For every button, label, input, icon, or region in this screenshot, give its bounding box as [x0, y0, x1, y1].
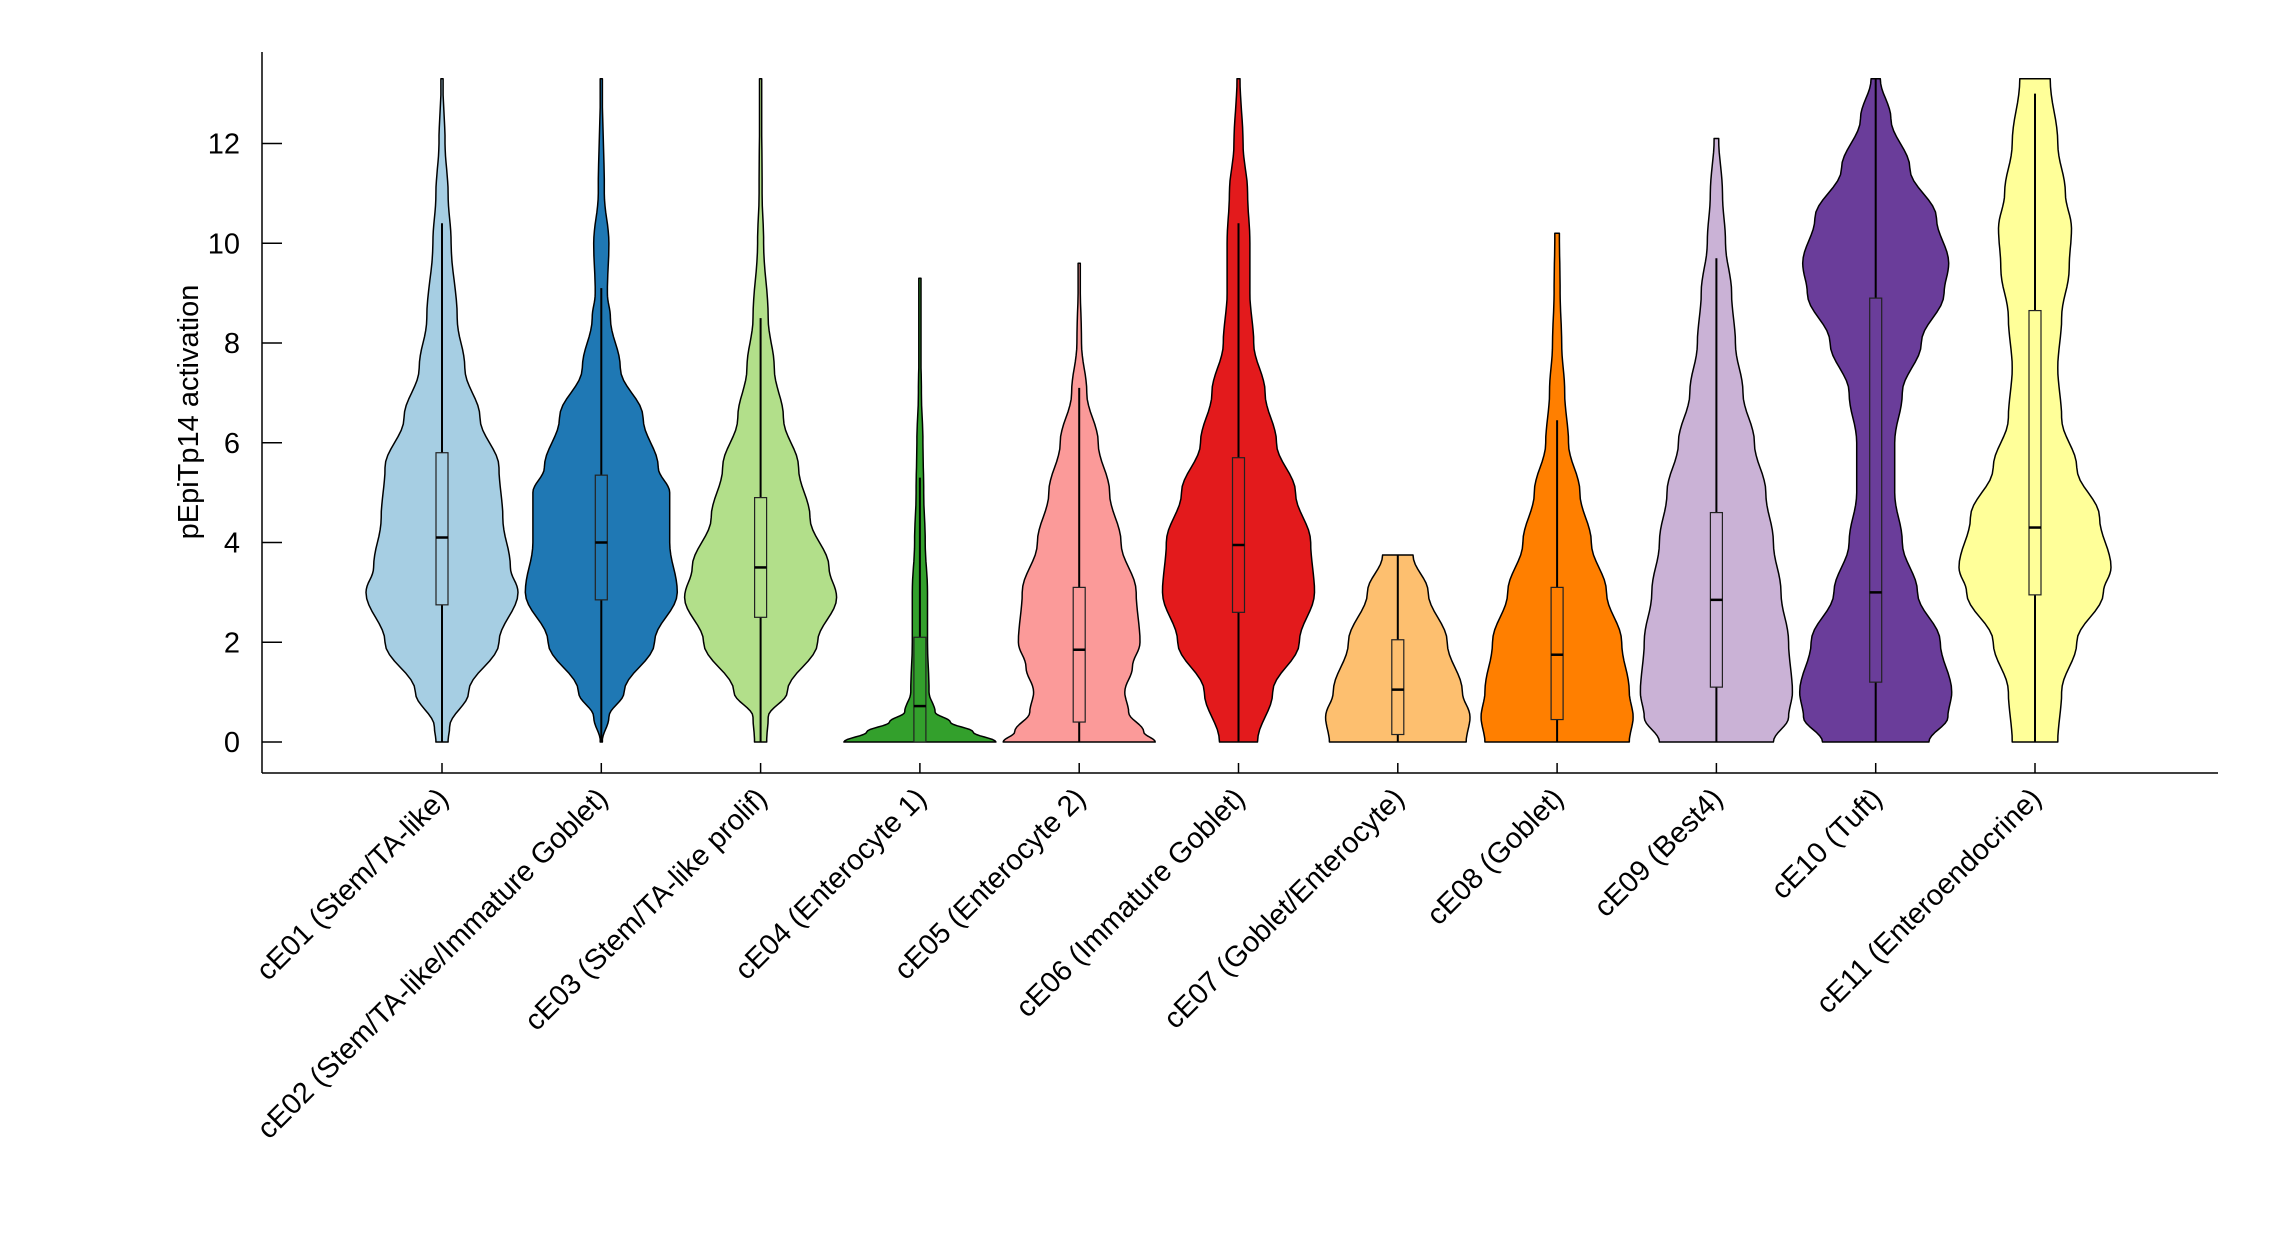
y-tick-label: 4 [224, 528, 240, 560]
violins-layer [365, 77, 2112, 743]
y-axis-label: pEpiTp14 activation [173, 285, 205, 540]
x-ticks: cE01 (Stem/TA-like)cE02 (Stem/TA-like/Im… [250, 763, 2048, 1145]
box-iqr [1231, 457, 1246, 613]
y-ticks: 0 2 4 6 8 10 12 [208, 129, 282, 759]
box-iqr [1869, 297, 1883, 683]
x-tick-label: cE09 (Best4) [1588, 782, 1729, 923]
y-tick-label: 0 [224, 727, 240, 759]
x-tick-label: cE08 (Goblet) [1421, 782, 1570, 931]
y-tick-label: 10 [208, 228, 240, 260]
box-iqr [1391, 639, 1405, 736]
box-iqr [913, 636, 927, 743]
box-iqr [435, 452, 449, 606]
y-tick-label: 8 [224, 328, 240, 360]
box-iqr [1072, 586, 1086, 723]
box-iqr [753, 497, 768, 618]
y-tick-label: 12 [208, 129, 240, 161]
x-tick-label: cE02 (Stem/TA-like/Immature Goblet) [251, 782, 614, 1145]
box-iqr [594, 474, 608, 601]
x-tick-label: cE10 (Tuft) [1765, 782, 1888, 905]
y-tick-label: 6 [224, 428, 240, 460]
y-tick-label: 2 [224, 627, 240, 659]
box-iqr [2028, 309, 2042, 596]
